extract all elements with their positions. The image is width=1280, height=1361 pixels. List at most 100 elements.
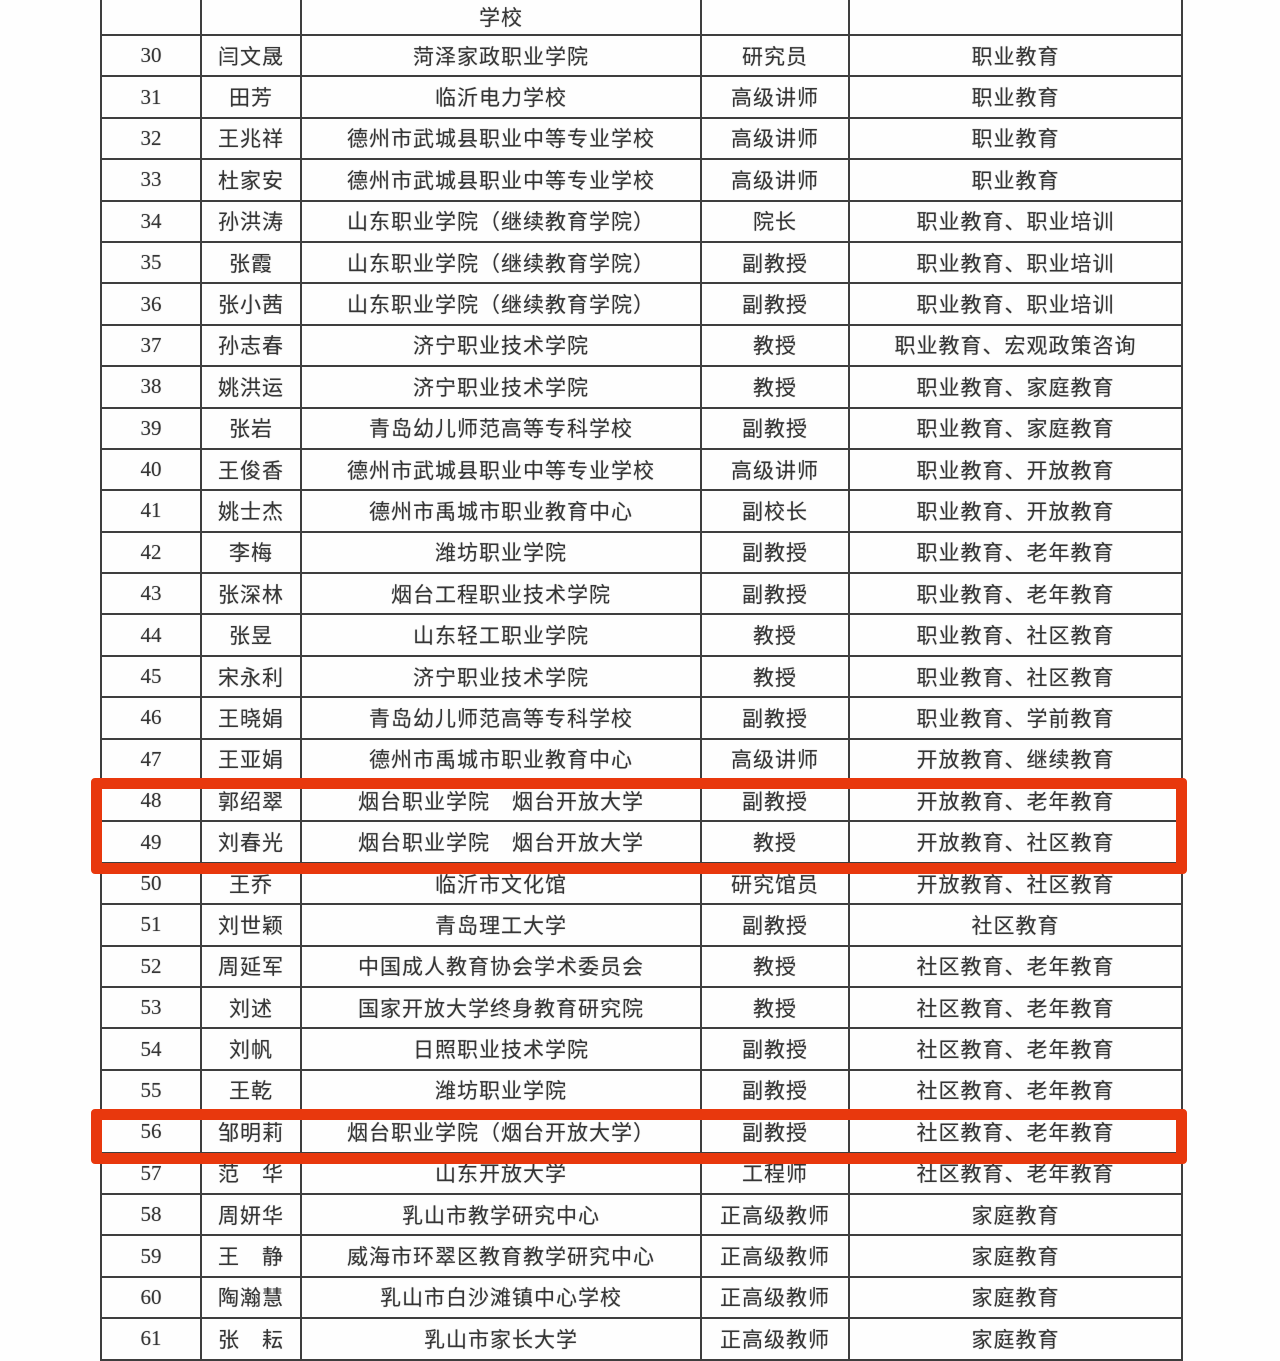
cell-title: 研究馆员 <box>702 863 850 906</box>
cell-title: 副教授 <box>702 532 850 575</box>
cell-name: 田芳 <box>202 77 302 119</box>
table-row: 50 王乔 临沂市文化馆 研究馆员 开放教育、社区教育 <box>100 863 1183 906</box>
cell-number: 51 <box>100 905 202 947</box>
cell-school: 烟台职业学院 烟台开放大学 <box>302 781 702 823</box>
table-row: 36 张小茜 山东职业学院（继续教育学院） 副教授 职业教育、职业培训 <box>100 284 1183 326</box>
cell-fields: 职业教育 <box>850 36 1183 78</box>
cell-number: 43 <box>100 574 202 616</box>
cell-title: 副教授 <box>702 574 850 616</box>
cell-fields: 社区教育、老年教育 <box>850 1153 1183 1195</box>
cell-fields: 家庭教育 <box>850 1194 1183 1237</box>
cell-number: 59 <box>100 1236 202 1278</box>
table-header-row: 学校 <box>100 0 1183 36</box>
cell-school: 烟台职业学院（烟台开放大学） <box>302 1112 702 1154</box>
table-row: 61 张 耘乳山市家长大学 正高级教师 家庭教育 <box>100 1319 1183 1361</box>
cell-number: 49 <box>100 822 202 864</box>
cell-number: 40 <box>100 449 202 492</box>
cell-title: 副教授 <box>702 781 850 823</box>
header-cell-title <box>702 0 850 36</box>
cell-title: 副校长 <box>702 491 850 533</box>
cell-school: 乳山市教学研究中心 <box>302 1194 702 1237</box>
cell-number: 32 <box>100 118 202 161</box>
cell-school: 威海市环翠区教育教学研究中心 <box>302 1236 702 1278</box>
cell-fields: 职业教育、开放教育 <box>850 491 1183 533</box>
cell-name: 王乔 <box>202 863 302 906</box>
table-body: 30 闫文晟 菏泽家政职业学院 研究员 职业教育 31 田芳 临沂电力学校 高级讲师 职业教育 32… <box>100 36 1183 1361</box>
cell-name: 王俊香 <box>202 449 302 492</box>
table-row: 51 刘世颖 青岛理工大学 副教授 社区教育 <box>100 905 1183 947</box>
cell-fields: 职业教育、宏观政策咨询 <box>850 325 1183 368</box>
cell-fields: 职业教育 <box>850 77 1183 119</box>
cell-number: 56 <box>100 1112 202 1154</box>
table-row: 41 姚士杰 德州市禹城市职业教育中心 副校长 职业教育、开放教育 <box>100 491 1183 533</box>
cell-fields: 社区教育、老年教育 <box>850 1029 1183 1071</box>
table-row: 43 张深林 烟台工程职业技术学院 副教授 职业教育、老年教育 <box>100 574 1183 616</box>
cell-number: 57 <box>100 1153 202 1195</box>
cell-fields: 职业教育 <box>850 160 1183 202</box>
table-row: 42 李梅 潍坊职业学院 副教授 职业教育、老年教育 <box>100 532 1183 575</box>
cell-school: 菏泽家政职业学院 <box>302 36 702 78</box>
cell-number: 48 <box>100 781 202 823</box>
cell-school: 潍坊职业学院 <box>302 532 702 575</box>
cell-name: 姚士杰 <box>202 491 302 533</box>
cell-school: 日照职业技术学院 <box>302 1029 702 1071</box>
cell-number: 50 <box>100 863 202 906</box>
table-row: 53 刘述 国家开放大学终身教育研究院 教授 社区教育、老年教育 <box>100 987 1183 1030</box>
cell-fields: 职业教育、开放教育 <box>850 449 1183 492</box>
cell-fields: 职业教育、老年教育 <box>850 574 1183 616</box>
cell-fields: 职业教育、社区教育 <box>850 615 1183 657</box>
table-row: 55 王乾 潍坊职业学院 副教授 社区教育、老年教育 <box>100 1070 1183 1113</box>
cell-school: 国家开放大学终身教育研究院 <box>302 987 702 1030</box>
cell-title: 教授 <box>702 987 850 1030</box>
cell-number: 61 <box>100 1319 202 1361</box>
cell-name: 王 静 <box>202 1236 302 1278</box>
cell-school: 青岛幼儿师范高等专科学校 <box>302 698 702 740</box>
cell-name: 孙志春 <box>202 325 302 368</box>
cell-number: 33 <box>100 160 202 202</box>
cell-title: 高级讲师 <box>702 160 850 202</box>
cell-fields: 社区教育、老年教育 <box>850 987 1183 1030</box>
cell-title: 教授 <box>702 615 850 657</box>
cell-fields: 开放教育、老年教育 <box>850 781 1183 823</box>
cell-number: 34 <box>100 201 202 243</box>
cell-name: 王兆祥 <box>202 118 302 161</box>
cell-title: 正高级教师 <box>702 1277 850 1320</box>
cell-title: 副教授 <box>702 1070 850 1113</box>
table-row: 34 孙洪涛 山东职业学院（继续教育学院） 院长 职业教育、职业培训 <box>100 201 1183 243</box>
cell-name: 刘春光 <box>202 822 302 864</box>
cell-fields: 社区教育、老年教育 <box>850 1112 1183 1154</box>
cell-title: 教授 <box>702 656 850 699</box>
cell-title: 正高级教师 <box>702 1319 850 1361</box>
cell-title: 院长 <box>702 201 850 243</box>
cell-title: 正高级教师 <box>702 1194 850 1237</box>
cell-number: 46 <box>100 698 202 740</box>
cell-fields: 职业教育、学前教育 <box>850 698 1183 740</box>
cell-name: 王晓娟 <box>202 698 302 740</box>
cell-number: 42 <box>100 532 202 575</box>
cell-number: 30 <box>100 36 202 78</box>
cell-school: 青岛幼儿师范高等专科学校 <box>302 408 702 450</box>
cell-fields: 家庭教育 <box>850 1236 1183 1278</box>
cell-fields: 职业教育、社区教育 <box>850 656 1183 699</box>
cell-name: 陶瀚慧 <box>202 1277 302 1320</box>
cell-name: 刘世颖 <box>202 905 302 947</box>
header-cell-school: 学校 <box>302 0 702 36</box>
table-row: 56 邹明莉 烟台职业学院（烟台开放大学） 副教授 社区教育、老年教育 <box>100 1112 1183 1154</box>
cell-title: 高级讲师 <box>702 118 850 161</box>
cell-school: 济宁职业技术学院 <box>302 325 702 368</box>
cell-fields: 职业教育、家庭教育 <box>850 367 1183 409</box>
table-row: 49 刘春光 烟台职业学院 烟台开放大学 教授 开放教育、社区教育 <box>100 822 1183 864</box>
table-row: 33 杜家安 德州市武城县职业中等专业学校 高级讲师 职业教育 <box>100 160 1183 202</box>
cell-fields: 职业教育、老年教育 <box>850 532 1183 575</box>
cell-title: 教授 <box>702 822 850 864</box>
table-row: 39 张岩 青岛幼儿师范高等专科学校 副教授 职业教育、家庭教育 <box>100 408 1183 450</box>
cell-title: 高级讲师 <box>702 449 850 492</box>
cell-title: 副教授 <box>702 284 850 326</box>
cell-name: 张昱 <box>202 615 302 657</box>
cell-fields: 职业教育、家庭教育 <box>850 408 1183 450</box>
cell-title: 研究员 <box>702 36 850 78</box>
cell-school: 济宁职业技术学院 <box>302 656 702 699</box>
cell-name: 宋永利 <box>202 656 302 699</box>
table-row: 60 陶瀚慧 乳山市白沙滩镇中心学校 正高级教师 家庭教育 <box>100 1277 1183 1320</box>
